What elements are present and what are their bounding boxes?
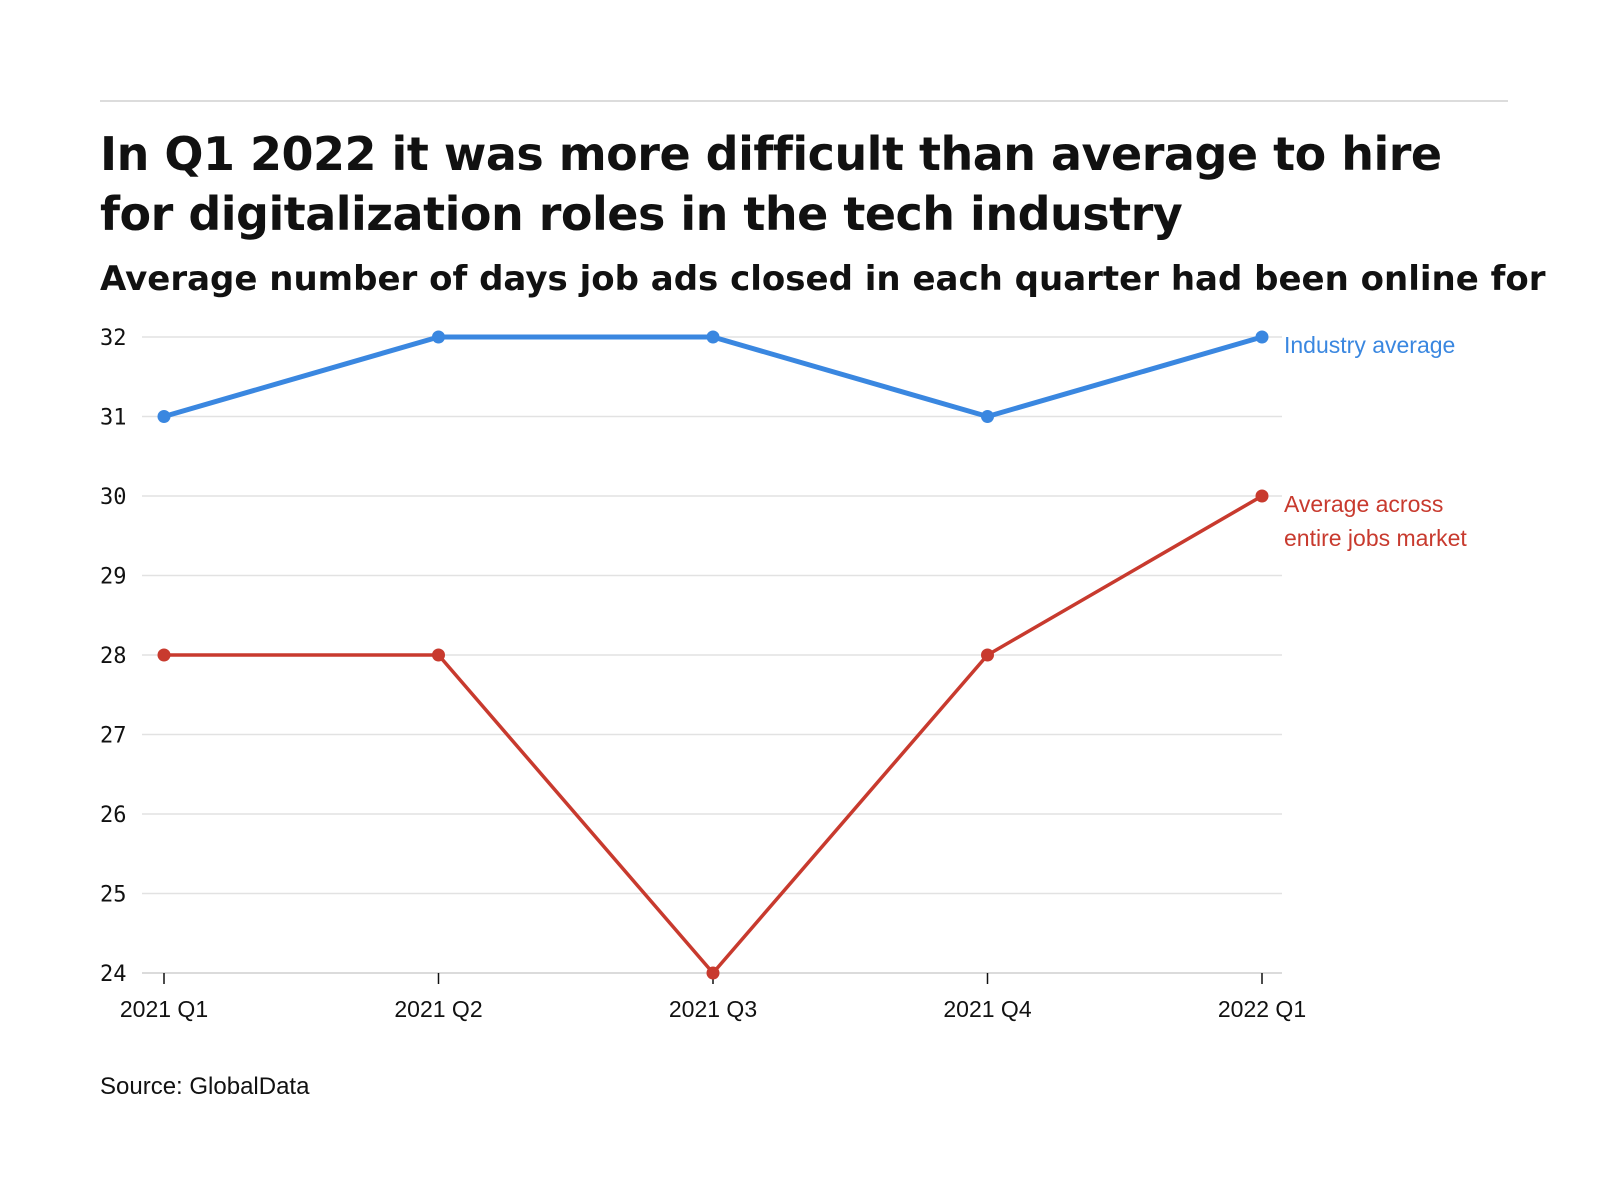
- source-note: Source: GlobalData: [100, 1073, 310, 1100]
- y-tick-label: 31: [100, 406, 127, 431]
- series-line-industry-average: [161, 334, 1265, 419]
- series: [157, 330, 1269, 980]
- data-point: [706, 966, 720, 980]
- data-point: [981, 648, 994, 662]
- y-tick-label: 29: [100, 565, 127, 590]
- data-point: [432, 648, 445, 662]
- data-point: [706, 330, 720, 344]
- chart-subtitle: Average number of days job ads closed in…: [100, 259, 1546, 299]
- y-tick-label: 30: [100, 485, 127, 510]
- y-tick-label: 27: [100, 724, 127, 749]
- top-divider: [100, 100, 1508, 102]
- x-tick-label: 2021 Q4: [943, 996, 1031, 1022]
- y-tick-label: 32: [100, 326, 127, 351]
- y-tick-label: 24: [100, 962, 127, 987]
- series-label-line: Industry average: [1284, 332, 1455, 358]
- series-label: Industry average: [1284, 332, 1455, 358]
- data-point: [981, 410, 994, 423]
- y-tick-label: 28: [100, 644, 127, 669]
- chart-title: In Q1 2022 it was more difficult than av…: [100, 127, 1442, 241]
- data-point: [432, 330, 445, 344]
- y-tick-label: 25: [100, 883, 127, 908]
- series-label-line: Average across: [1284, 491, 1443, 517]
- x-tick-label: 2021 Q3: [669, 996, 757, 1022]
- y-tick-label: 26: [100, 803, 127, 828]
- axes: 24 25 26 27 28 29 30 31 32 2021 Q1 2021 Q2 2021 Q3 2…: [100, 326, 1306, 1022]
- data-point: [1255, 489, 1269, 503]
- data-point: [1255, 330, 1269, 344]
- x-tick-label: 2021 Q1: [120, 996, 208, 1022]
- data-point: [157, 648, 171, 662]
- series-label: Average across entire jobs market: [1284, 491, 1467, 551]
- series-labels: Industry average Average across entire job…: [1284, 332, 1467, 551]
- x-tick-label: 2022 Q1: [1218, 996, 1306, 1022]
- series-label-line: entire jobs market: [1284, 525, 1467, 551]
- x-tick-label: 2021 Q2: [394, 996, 482, 1022]
- data-point: [157, 410, 171, 423]
